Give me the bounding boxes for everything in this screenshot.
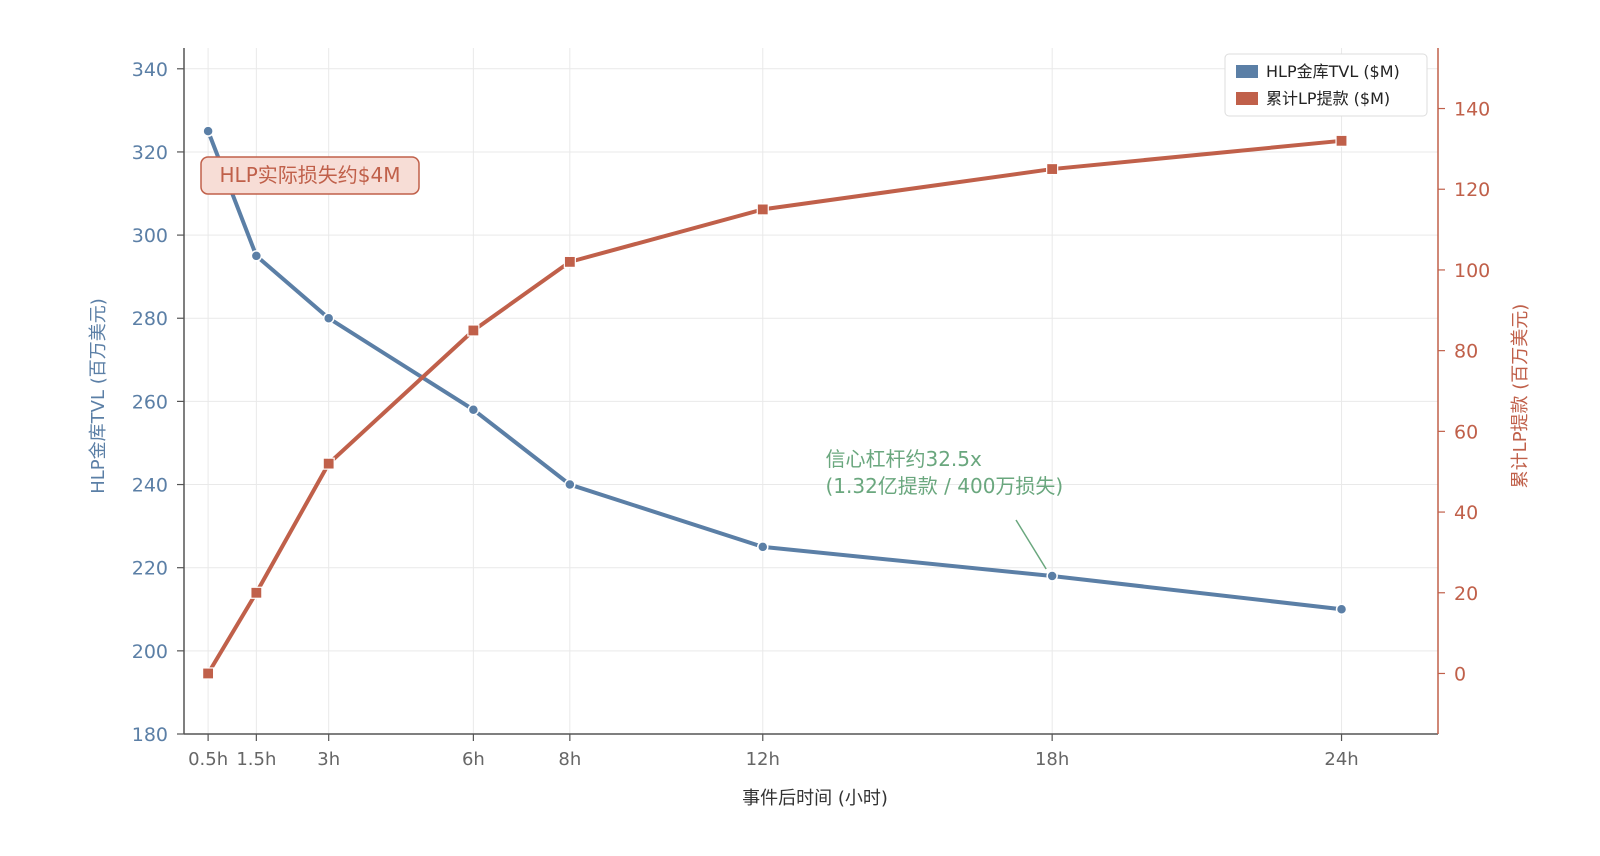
series-1-point-24h [1335,134,1348,147]
annotation-loss-box [200,156,420,195]
legend-label-withdrawal: 累计LP提款 ($M) [1266,89,1390,108]
y-left-tick-label-280: 280 [132,308,168,330]
y-left-axis-label: HLP金库TVL (百万美元) [88,298,109,494]
series-1-point-12h [756,203,769,216]
grid-lines [184,48,1438,735]
annotation-loss: HLP实际损失约$4M [200,156,420,195]
x-tick-label-1.5h: 1.5h [236,749,276,770]
legend-swatch-withdrawal [1236,92,1258,105]
series-0-point-8h [564,478,576,491]
x-tick-label-0.5h: 0.5h [188,749,228,770]
y-right-tick-label-60: 60 [1454,421,1478,443]
y-right-tick-label-80: 80 [1454,341,1478,363]
x-tick-label-24h: 24h [1324,749,1358,770]
annotation-leverage-line-1: 信心杠杆约32.5x [825,447,982,471]
series-0-point-18h [1046,570,1058,582]
y-right-tick-label-100: 100 [1454,260,1490,282]
legend: HLP金库TVL ($M) 累计LP提款 ($M) [1224,53,1428,117]
axes [177,48,1445,741]
y-right-axis-label: 累计LP提款 (百万美元) [1510,304,1531,489]
y-left-tick-label-240: 240 [132,475,168,497]
series-markers [202,125,1348,680]
y-left-tick-label-180: 180 [132,724,168,746]
series-1-point-0.5h [202,667,215,680]
y-right-tick-label-20: 20 [1454,583,1478,605]
y-left-tick-label-340: 340 [132,59,168,81]
y-left-tick-label-220: 220 [132,558,168,580]
y-right-tick-label-140: 140 [1454,99,1490,121]
series-0-point-1.5h [250,250,263,262]
series-0-point-12h [757,541,769,553]
series-lines [206,129,1344,676]
series-1-point-8h [563,255,576,268]
x-axis-label: 事件后时间 (小时) [742,788,888,809]
series-0-point-24h [1335,603,1348,616]
x-tick-label-18h: 18h [1035,749,1069,770]
series-1-point-18h [1046,162,1059,176]
legend-box [1224,53,1428,117]
x-tick-label-12h: 12h [746,749,780,770]
annotation-loss-text: HLP实际损失约$4M [220,163,401,187]
y-left-tick-label-300: 300 [132,225,168,247]
series-line-0 [206,129,1344,612]
y-left-tick-label-320: 320 [132,142,168,164]
annotation-leverage-line-2: (1.32亿提款 / 400万损失) [825,474,1063,498]
series-1-point-1.5h [250,586,263,599]
y-left-tick-label-200: 200 [132,641,168,663]
y-right-tick-label-120: 120 [1454,179,1490,201]
x-tick-label-6h: 6h [462,749,485,770]
series-line-1 [206,138,1344,676]
series-1-point-6h [467,324,480,337]
series-0-point-6h [467,403,480,416]
series-0-point-0.5h [202,125,214,137]
x-tick-label-8h: 8h [558,749,581,770]
y-right-tick-labels: 0 20 40 60 80 100 120 140 [1454,99,1490,686]
annotation-leverage: 信心杠杆约32.5x (1.32亿提款 / 400万损失) [825,447,1063,570]
series-1-point-3h [322,457,335,470]
y-right-tick-label-0: 0 [1454,663,1466,685]
legend-label-tvl: HLP金库TVL ($M) [1266,62,1400,81]
x-tick-labels: 0.5h 1.5h 3h 6h 8h 12h 18h 24h [188,749,1359,770]
x-tick-label-3h: 3h [317,749,340,770]
y-right-tick-label-40: 40 [1454,502,1478,524]
y-left-tick-labels: 180 200 220 240 260 280 300 320 340 [132,59,168,746]
annotation-leverage-arrow [1015,519,1047,570]
y-left-tick-label-260: 260 [132,391,168,413]
series-0-point-3h [322,312,335,324]
legend-swatch-tvl [1236,65,1258,78]
